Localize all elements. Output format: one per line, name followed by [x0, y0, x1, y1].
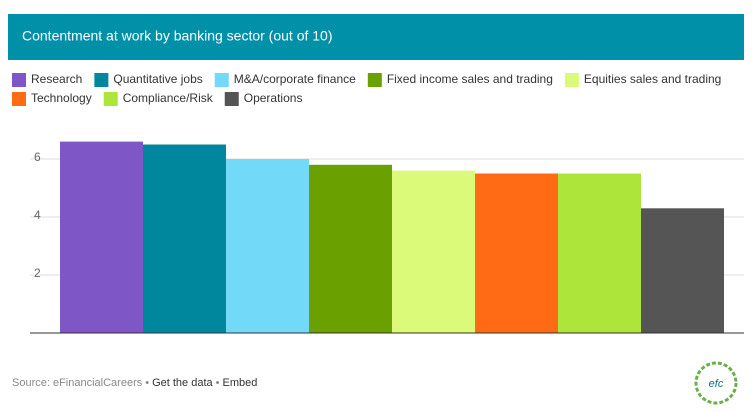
bar [558, 173, 641, 333]
bar [60, 141, 143, 333]
separator: • [145, 377, 149, 389]
header-band [8, 14, 744, 60]
bar [641, 208, 724, 333]
legend-label: Compliance/Risk [123, 91, 214, 105]
y-tick-label: 6 [34, 150, 41, 164]
legend-label: Equities sales and trading [584, 72, 721, 86]
logo: efc [709, 378, 724, 390]
source: Source: eFinancialCareers [12, 377, 143, 389]
footer-link[interactable]: Get the data [152, 377, 213, 389]
legend-swatch [224, 92, 239, 106]
footer-link[interactable]: Embed [223, 377, 258, 389]
logo-ring [694, 361, 738, 405]
y-tick-label: 2 [34, 266, 41, 280]
legend-label: Research [31, 72, 82, 86]
legend-label: Technology [31, 91, 92, 105]
legend-swatch [103, 92, 118, 106]
legend-label: Operations [244, 91, 303, 105]
legend-swatch [367, 73, 382, 87]
legend-label: M&A/corporate finance [234, 72, 356, 86]
bar [392, 170, 475, 333]
legend-label: Quantitative jobs [113, 72, 202, 86]
bar [475, 173, 558, 333]
legend-swatch [564, 73, 579, 87]
bar [309, 164, 392, 333]
separator: • [216, 377, 220, 389]
legend-swatch [214, 73, 229, 87]
bar [143, 144, 226, 333]
legend-swatch [94, 73, 109, 87]
bar [226, 159, 309, 333]
chart-title: Contentment at work by banking sector (o… [22, 28, 333, 44]
y-tick-label: 4 [34, 208, 41, 222]
legend-swatch [12, 92, 26, 106]
legend-label: Fixed income sales and trading [387, 72, 553, 86]
legend-swatch [12, 73, 26, 87]
